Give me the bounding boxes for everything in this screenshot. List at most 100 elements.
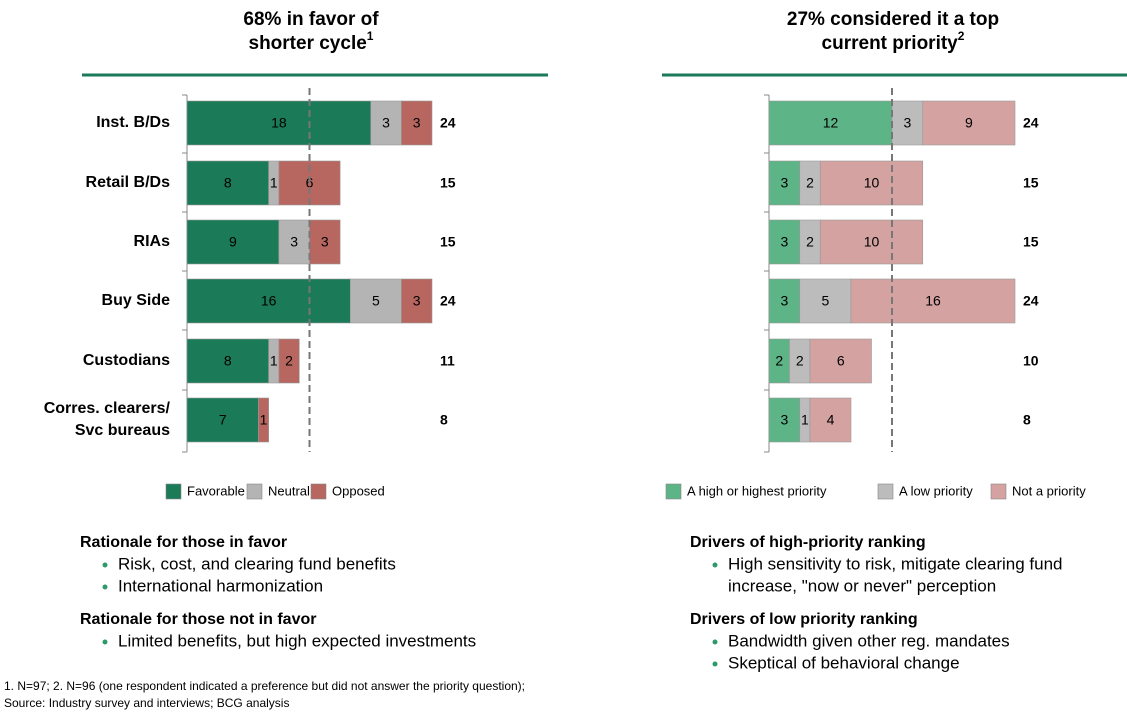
- bullet-text: International harmonization: [118, 576, 323, 595]
- segment-label: 16: [925, 293, 941, 309]
- total-label: 8: [440, 412, 448, 428]
- segment-label: 2: [285, 353, 293, 369]
- title-note: 2: [958, 29, 965, 43]
- legend-label: Opposed: [332, 483, 385, 498]
- segment-label: 2: [796, 353, 804, 369]
- segment-label: 3: [382, 115, 390, 131]
- category-label: Svc bureaus: [75, 422, 170, 439]
- bar-segment: [768, 100, 893, 146]
- bullet-text: Bandwidth given other reg. mandates: [728, 631, 1010, 650]
- total-label: 11: [440, 353, 455, 369]
- total-label: 24: [1023, 293, 1039, 309]
- legend-swatch: [246, 483, 263, 500]
- segment-label: 4: [827, 412, 835, 428]
- bar-segment: [819, 160, 924, 206]
- bar-segment: [370, 100, 402, 146]
- segment-label: 10: [864, 234, 880, 250]
- legend-swatch: [665, 483, 682, 500]
- chart-title: shorter cycle1: [249, 29, 374, 54]
- bar-segment: [278, 219, 310, 265]
- bar-segment: [401, 278, 433, 324]
- chart-title: 68% in favor of: [243, 9, 379, 30]
- chart-title-line: 27% considered it a top: [787, 9, 999, 30]
- segment-label: 2: [806, 234, 814, 250]
- segment-label: 5: [821, 293, 829, 309]
- legend-swatch: [165, 483, 182, 500]
- segment-label: 1: [270, 353, 278, 369]
- segment-label: 8: [224, 353, 232, 369]
- segment-label: 9: [965, 115, 973, 131]
- bullet-dot: [102, 562, 108, 568]
- section-heading: Drivers of low priority ranking: [690, 611, 918, 628]
- bar-segment: [309, 219, 341, 265]
- bullet-text: Skeptical of behavioral change: [728, 653, 960, 672]
- segment-label: 3: [780, 234, 788, 250]
- section-heading: Rationale for those not in favor: [80, 611, 316, 628]
- section-heading: Rationale for those in favor: [80, 534, 287, 551]
- legend-swatch: [877, 483, 894, 500]
- segment-label: 3: [413, 293, 421, 309]
- bullet-text: Risk, cost, and clearing fund benefits: [118, 554, 396, 573]
- segment-label: 1: [270, 175, 278, 191]
- segment-label: 6: [837, 353, 845, 369]
- segment-label: 16: [261, 293, 277, 309]
- segment-label: 3: [321, 234, 329, 250]
- bullet-text: High sensitivity to risk, mitigate clear…: [728, 554, 1062, 573]
- bullet-dot: [712, 661, 718, 667]
- segment-label: 7: [219, 412, 227, 428]
- segment-label: 3: [903, 115, 911, 131]
- category-label: RIAs: [134, 233, 171, 250]
- chart-title: current priority2: [822, 29, 965, 54]
- chart-title: 27% considered it a top: [787, 9, 999, 30]
- bar-segment: [850, 278, 1016, 324]
- legend-label: Favorable: [187, 483, 245, 498]
- segment-label: 1: [260, 412, 268, 428]
- bullet-dot: [102, 639, 108, 645]
- bar-segment: [186, 219, 280, 265]
- total-label: 15: [440, 175, 456, 191]
- total-label: 24: [1023, 115, 1039, 131]
- total-label: 8: [1023, 412, 1031, 428]
- segment-label: 5: [372, 293, 380, 309]
- category-label: Custodians: [83, 352, 170, 369]
- bullet-dot: [102, 584, 108, 590]
- category-label: Inst. B/Ds: [96, 114, 170, 131]
- bar-segment: [768, 160, 801, 206]
- bar-segment: [186, 278, 351, 324]
- section-heading: Drivers of high-priority ranking: [690, 534, 926, 551]
- bar-segment: [809, 338, 872, 384]
- title-note: 1: [367, 29, 374, 43]
- bar-segment: [186, 397, 259, 443]
- legend-label: A low priority: [899, 483, 973, 498]
- bar-segment: [809, 397, 852, 443]
- bullet-dot: [712, 639, 718, 645]
- total-label: 15: [1023, 175, 1039, 191]
- legend-swatch: [990, 483, 1007, 500]
- legend-swatch: [310, 483, 327, 500]
- bar-segment: [922, 100, 1016, 146]
- segment-label: 3: [780, 412, 788, 428]
- legend-label: Not a priority: [1012, 483, 1086, 498]
- chart-title-line: current priority: [822, 33, 959, 54]
- segment-label: 9: [229, 234, 237, 250]
- footnote: Source: Industry survey and interviews; …: [4, 696, 289, 710]
- bullet-text: Limited benefits, but high expected inve…: [118, 631, 476, 650]
- segment-label: 3: [780, 293, 788, 309]
- bar-segment: [278, 338, 300, 384]
- segment-label: 3: [413, 115, 421, 131]
- bullet-text: increase, "now or never" perception: [728, 576, 996, 595]
- bar-segment: [186, 100, 372, 146]
- bar-segment: [186, 160, 269, 206]
- bar-segment: [401, 100, 433, 146]
- bar-segment: [186, 338, 269, 384]
- segment-label: 3: [780, 175, 788, 191]
- legend-label: A high or highest priority: [687, 483, 827, 498]
- total-label: 24: [440, 115, 456, 131]
- bar-segment: [258, 397, 269, 443]
- segment-label: 12: [823, 115, 839, 131]
- segment-label: 1: [801, 412, 809, 428]
- segment-label: 2: [806, 175, 814, 191]
- total-label: 10: [1023, 353, 1039, 369]
- total-label: 15: [440, 234, 456, 250]
